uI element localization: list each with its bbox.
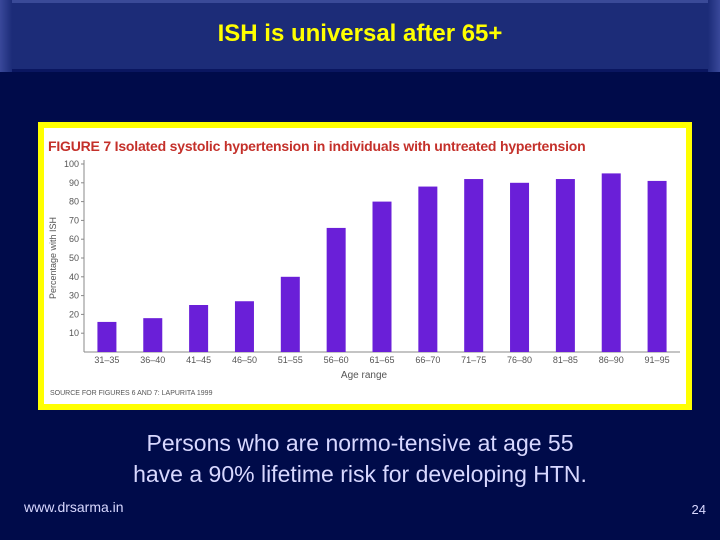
bar-86–90 (601, 173, 621, 352)
x-tick-label: 46–50 (232, 355, 257, 365)
bar-46–50 (234, 301, 254, 352)
x-tick-label: 91–95 (645, 355, 670, 365)
bar-71–75 (464, 179, 484, 352)
bar-41–45 (189, 305, 209, 352)
slide-number: 24 (691, 502, 706, 517)
bar-81–85 (555, 179, 575, 352)
bar-76–80 (510, 182, 530, 352)
y-axis-title: Percentage with ISH (48, 217, 58, 299)
y-tick-label: 100 (64, 159, 79, 169)
bar-66–70 (418, 186, 438, 352)
bar-51–55 (280, 276, 300, 352)
x-tick-label: 66–70 (415, 355, 440, 365)
x-tick-label: 31–35 (94, 355, 119, 365)
figure-title: FIGURE 7 Isolated systolic hypertension … (48, 138, 586, 154)
slide-title: ISH is universal after 65+ (217, 20, 503, 47)
y-tick-label: 70 (69, 215, 79, 225)
bar-36–40 (143, 318, 163, 352)
x-tick-label: 86–90 (599, 355, 624, 365)
x-tick-label: 71–75 (461, 355, 486, 365)
bar-31–35 (97, 321, 117, 352)
y-tick-label: 50 (69, 253, 79, 263)
bar-91–95 (647, 180, 667, 352)
x-tick-label: 81–85 (553, 355, 578, 365)
y-tick-label: 20 (69, 309, 79, 319)
x-tick-label: 76–80 (507, 355, 532, 365)
y-tick-label: 40 (69, 272, 79, 282)
y-tick-label: 30 (69, 291, 79, 301)
figure-panel: FIGURE 7 Isolated systolic hypertension … (44, 128, 686, 404)
y-tick-label: 80 (69, 197, 79, 207)
title-bar (0, 0, 720, 72)
figure-frame: FIGURE 7 Isolated systolic hypertension … (38, 122, 692, 410)
y-tick-label: 60 (69, 234, 79, 244)
bar-61–65 (372, 201, 392, 352)
isolated-systolic-hypertension-bar-chart: 10 20 30 40 50 60 70 80 90 100 Percentage with ISH… (48, 159, 680, 381)
x-tick-label: 51–55 (278, 355, 303, 365)
x-tick-label: 56–60 (324, 355, 349, 365)
figure-source-note: SOURCE FOR FIGURES 6 AND 7: LAPURITA 199… (50, 390, 213, 397)
website-link[interactable]: www.drsarma.in (24, 499, 124, 515)
y-tick-label: 10 (69, 328, 79, 338)
caption-line-2: have a 90% lifetime risk for developing … (133, 461, 587, 487)
x-tick-label: 61–65 (369, 355, 394, 365)
y-tick-label: 90 (69, 178, 79, 188)
x-tick-label: 36–40 (140, 355, 165, 365)
caption-line-1: Persons who are normo-tensive at age 55 (146, 430, 574, 456)
bar-56–60 (326, 227, 346, 352)
x-axis-title: Age range (341, 370, 388, 381)
x-tick-label: 41–45 (186, 355, 211, 365)
